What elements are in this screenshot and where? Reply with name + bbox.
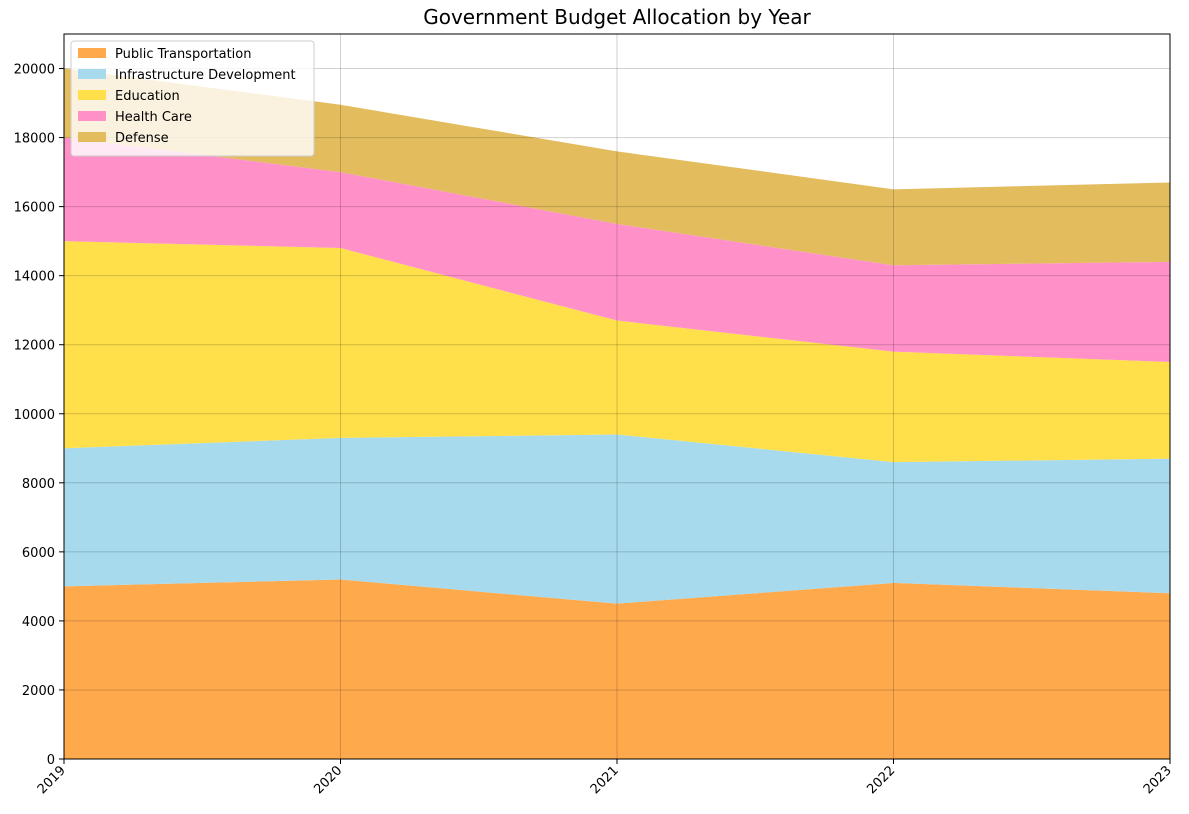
legend-swatch-1 [78,69,106,79]
y-tick-label-3: 6000 [22,546,55,561]
y-tick-label-7: 14000 [14,270,55,285]
legend-swatch-4 [78,132,106,142]
chart-title: Government Budget Allocation by Year [423,5,811,29]
area-series-1 [64,434,1170,604]
y-tick-label-9: 18000 [14,132,55,147]
area-series-3 [64,137,1170,362]
y-tick-label-8: 16000 [14,201,55,216]
y-tick-label-2: 4000 [22,615,55,630]
legend-box [70,40,315,157]
y-tick-label-4: 8000 [22,477,55,492]
legend-label-4: Defense [115,131,169,146]
legend-swatch-2 [78,90,106,100]
area-series-4 [64,68,1170,266]
area-series-0 [64,579,1170,759]
y-tick-label-5: 10000 [14,408,55,423]
legend-swatch-3 [78,111,106,121]
legend-label-2: Education [115,89,180,104]
x-tick-label-2: 2021 [588,763,622,797]
legend-label-1: Infrastructure Development [115,68,296,83]
x-tick-label-1: 2020 [311,763,345,797]
area-series-2 [64,241,1170,463]
y-tick-label-1: 2000 [22,684,55,699]
legend-label-0: Public Transportation [115,47,251,62]
area-layer [64,68,1170,759]
legend: Public Transportation Infrastructure Deve… [70,40,315,157]
legend-label-3: Health Care [115,110,192,125]
x-tick-label-3: 2022 [864,763,898,797]
x-tick-label-0: 2019 [35,763,69,797]
legend-swatch-0 [78,48,106,58]
y-tick-label-0: 0 [47,753,55,768]
x-tick-label-4: 2023 [1141,763,1175,797]
y-tick-label-10: 20000 [14,63,55,78]
y-tick-label-6: 12000 [14,339,55,354]
